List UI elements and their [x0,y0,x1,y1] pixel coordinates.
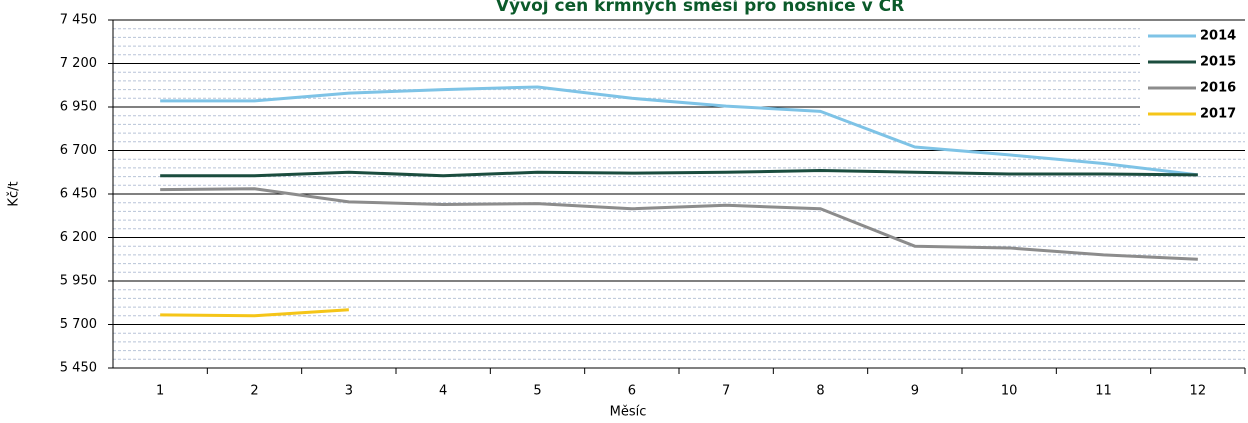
y-tick-label: 6 950 [60,100,97,115]
y-tick-label: 5 450 [60,361,97,376]
line-series [160,169,1198,178]
x-tick-label: 12 [1190,384,1207,399]
legend-label: 2016 [1200,81,1236,96]
line-series [160,85,1199,177]
legend-box [1140,22,1248,130]
x-tick-label: 1 [156,384,164,399]
x-tick-label: 8 [816,384,824,399]
y-tick-label: 6 200 [60,230,97,245]
y-axis-label: Kč/t [7,181,22,206]
line-series [160,187,1198,261]
x-tick-label: 4 [439,384,447,399]
y-tick-label: 7 450 [60,13,97,28]
y-tick-label: 7 200 [60,56,97,71]
legend-label: 2017 [1200,107,1236,122]
legend-label: 2014 [1200,29,1236,44]
x-tick-label: 6 [628,384,636,399]
x-tick-label: 7 [722,384,730,399]
x-tick-label: 3 [345,384,353,399]
y-tick-label: 6 450 [60,187,97,202]
x-tick-label: 2 [250,384,258,399]
y-tick-label: 6 700 [60,143,97,158]
x-tick-label: 5 [533,384,541,399]
x-tick-label: 9 [911,384,919,399]
chart-title: Vývoj cen krmných směsí pro nosnice v ČR [496,0,904,16]
x-axis-label: Měsíc [610,405,647,420]
legend-label: 2015 [1200,55,1236,70]
y-tick-label: 5 950 [60,274,97,289]
y-tick-label: 5 700 [60,317,97,332]
line-series [160,308,349,318]
x-tick-label: 11 [1095,384,1112,399]
x-tick-label: 10 [1001,384,1018,399]
